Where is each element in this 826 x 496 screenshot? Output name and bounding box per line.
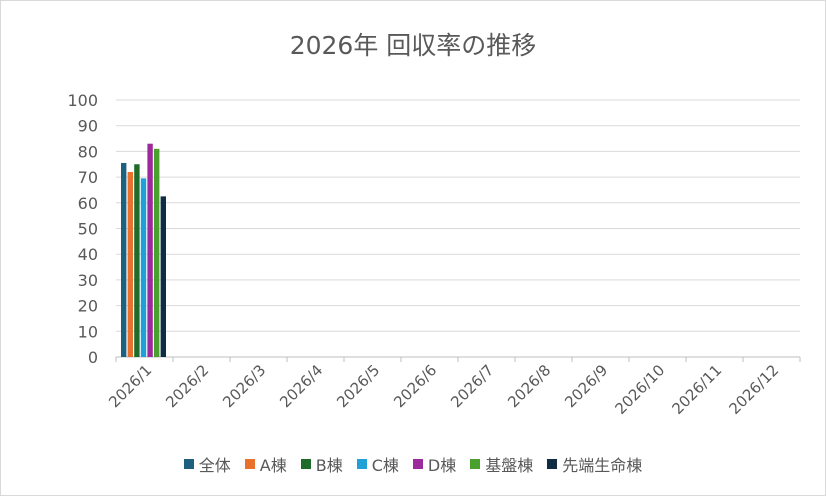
legend-label: 先端生命棟 bbox=[562, 456, 643, 475]
legend-item: D棟 bbox=[412, 452, 457, 476]
legend-label: B棟 bbox=[315, 456, 343, 475]
legend-swatch bbox=[244, 459, 255, 469]
chart-title: 2026年 回収率の推移 bbox=[289, 31, 537, 60]
x-tick-label: 2026/5 bbox=[333, 361, 383, 411]
bar bbox=[127, 171, 133, 357]
y-tick-label: 30 bbox=[78, 271, 98, 290]
chart-legend: 全体 A棟 B棟 C棟 D棟 基盤棟 先端生命棟 bbox=[0, 452, 826, 476]
legend-item: 基盤棟 bbox=[470, 452, 533, 476]
y-tick-label: 100 bbox=[67, 91, 98, 110]
y-tick-label: 90 bbox=[78, 117, 98, 136]
legend-label: C棟 bbox=[371, 456, 399, 475]
legend-swatch bbox=[547, 459, 558, 469]
x-tick-label: 2026/3 bbox=[219, 361, 269, 411]
legend-label: A棟 bbox=[259, 456, 287, 475]
legend-item: 全体 bbox=[183, 452, 231, 476]
x-tick-label: 2026/9 bbox=[561, 361, 611, 411]
legend-item: B棟 bbox=[300, 452, 343, 476]
legend-swatch bbox=[300, 459, 311, 469]
legend-swatch bbox=[412, 459, 423, 469]
x-tick-label: 2026/8 bbox=[504, 361, 554, 411]
y-tick-label: 60 bbox=[78, 194, 98, 213]
y-tick-label: 70 bbox=[78, 168, 98, 187]
x-tick-label: 2026/10 bbox=[612, 361, 669, 418]
bar bbox=[147, 143, 153, 357]
y-tick-label: 50 bbox=[78, 220, 98, 239]
y-tick-label: 40 bbox=[78, 245, 98, 264]
y-tick-label: 0 bbox=[88, 348, 98, 367]
x-tick-label: 2026/12 bbox=[726, 361, 783, 418]
legend-label: 基盤棟 bbox=[485, 456, 534, 475]
bar bbox=[134, 164, 140, 357]
legend-swatch bbox=[183, 459, 194, 469]
y-tick-label: 20 bbox=[78, 297, 98, 316]
legend-item: C棟 bbox=[356, 452, 399, 476]
x-tick-label: 2026/11 bbox=[669, 361, 726, 418]
x-tick-label: 2026/4 bbox=[276, 361, 326, 411]
bar bbox=[121, 162, 127, 357]
legend-label: 全体 bbox=[198, 456, 231, 475]
legend-swatch bbox=[356, 459, 367, 469]
legend-label: D棟 bbox=[427, 456, 457, 475]
legend-item: 先端生命棟 bbox=[547, 452, 642, 476]
x-tick-label: 2026/1 bbox=[105, 361, 155, 411]
legend-swatch bbox=[470, 459, 481, 469]
x-tick-label: 2026/6 bbox=[390, 361, 440, 411]
legend-item: A棟 bbox=[244, 452, 287, 476]
y-tick-label: 80 bbox=[78, 142, 98, 161]
bar bbox=[154, 148, 160, 357]
y-tick-label: 10 bbox=[78, 322, 98, 341]
bar bbox=[160, 196, 166, 357]
x-tick-label: 2026/2 bbox=[162, 361, 212, 411]
x-tick-label: 2026/7 bbox=[447, 361, 497, 411]
bar bbox=[140, 178, 147, 357]
